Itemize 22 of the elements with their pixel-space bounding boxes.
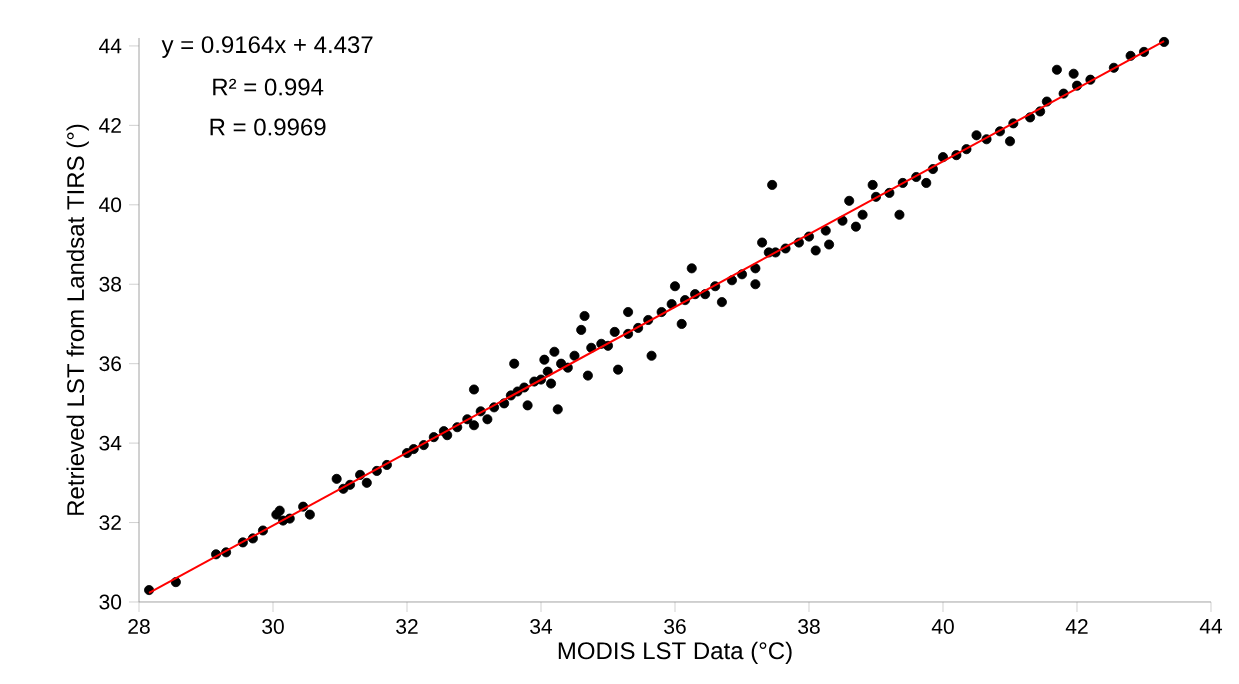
annotation: R² = 0.994	[213, 78, 324, 96]
y-axis-title: Retrieved LST from Landsat TIRS (°)	[66, 124, 89, 515]
x-tick-label: 44	[1199, 619, 1223, 634]
x-tick-label: 38	[798, 619, 820, 634]
x-tick-label: 34	[530, 619, 553, 634]
y-tick-label: 32	[99, 515, 121, 530]
x-axis-title: MODIS LST Data (°C)	[558, 641, 792, 664]
x-tick-label: 28	[128, 619, 150, 634]
x-tick-label: 36	[664, 619, 686, 634]
annotation: R = 0.9969	[210, 118, 326, 136]
y-tick-label: 44	[99, 38, 122, 54]
y-tick-label: 38	[99, 276, 122, 292]
y-tick-label: 36	[99, 356, 122, 372]
annotation: y = 0.9164x + 4.437	[161, 36, 373, 58]
y-tick-label: 42	[99, 118, 121, 133]
y-tick-label: 30	[99, 594, 122, 610]
x-tick-label: 30	[262, 619, 284, 634]
y-tick-label: 34	[99, 435, 122, 451]
y-tick-label: 40	[99, 197, 122, 213]
x-tick-label: 32	[396, 619, 418, 634]
x-tick-label: 40	[931, 619, 954, 634]
x-tick-label: 42	[1065, 619, 1088, 634]
